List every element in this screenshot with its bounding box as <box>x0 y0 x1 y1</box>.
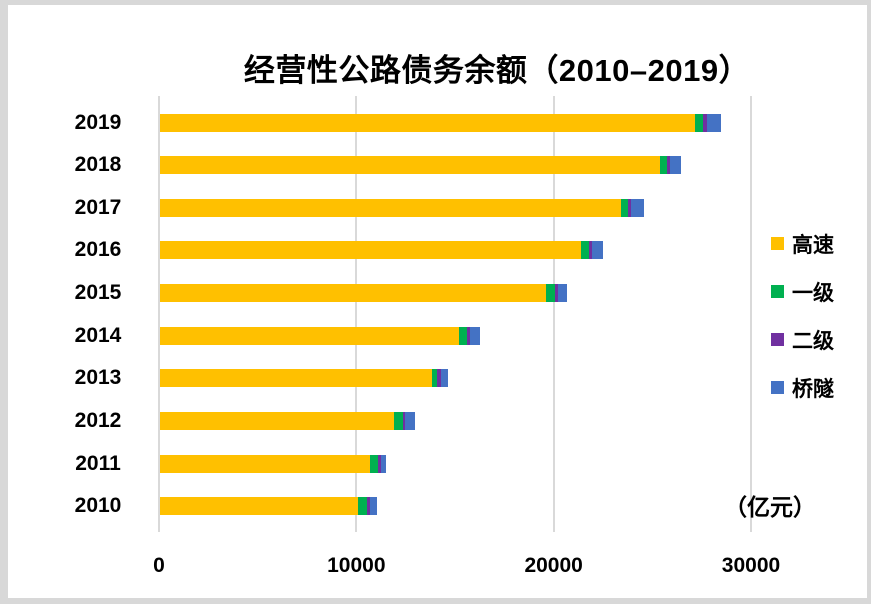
bar-segment-grade2 <box>366 497 370 516</box>
legend-item-expressway: 高速 <box>771 232 834 257</box>
bar-segment-grade2 <box>666 156 670 175</box>
y-axis-label: 2018 <box>74 153 122 177</box>
y-axis-label: 2011 <box>75 451 121 475</box>
bar-segment-expressway <box>160 411 395 430</box>
legend-label: 桥隧 <box>792 377 834 401</box>
bar-segment-expressway <box>160 241 581 260</box>
y-axis-label: 2013 <box>74 366 122 390</box>
bar-segment-bridge-tunnel <box>381 454 387 473</box>
bar-segment-bridge-tunnel <box>706 113 721 132</box>
bar-2012 <box>160 411 415 430</box>
gridline <box>750 96 752 532</box>
bar-segment-bridge-tunnel <box>591 241 603 260</box>
gridline <box>355 96 358 532</box>
bar-segment-bridge-tunnel <box>557 284 568 303</box>
bar-segment-expressway <box>160 454 370 473</box>
bar-2013 <box>160 369 449 388</box>
bar-segment-bridge-tunnel <box>440 369 449 388</box>
gridline <box>158 96 160 532</box>
y-axis-labels: 2019 2018 2017 2016 2015 2014 2013 2012 2011 2010 <box>38 5 158 609</box>
bar-2016 <box>160 241 603 260</box>
x-tick-label: 10000 <box>327 554 386 577</box>
legend-swatch-grade2 <box>771 333 784 346</box>
bar-segment-grade1 <box>659 156 667 175</box>
y-axis-label: 2014 <box>74 323 122 347</box>
bar-segment-grade1 <box>458 326 468 345</box>
bar-segment-grade2 <box>467 326 470 345</box>
bar-segment-bridge-tunnel <box>404 411 415 430</box>
y-axis-label: 2017 <box>74 195 122 219</box>
x-tick-label: 20000 <box>524 554 583 577</box>
bar-segment-grade2 <box>628 198 632 217</box>
legend-swatch-grade1 <box>771 285 784 298</box>
bar-segment-grade2 <box>702 113 707 132</box>
bar-segment-grade2 <box>402 411 405 430</box>
bar-segment-bridge-tunnel <box>469 326 480 345</box>
y-axis-label: 2019 <box>74 110 122 134</box>
bar-segment-grade1 <box>545 284 556 303</box>
bar-segment-expressway <box>160 369 432 388</box>
legend-swatch-expressway <box>771 237 784 250</box>
legend-swatch-bridge-tunnel <box>771 381 784 394</box>
plot-area <box>158 96 760 532</box>
bar-2019 <box>160 113 721 132</box>
bar-segment-expressway <box>160 284 546 303</box>
bar-segment-grade2 <box>378 454 382 473</box>
unit-label: （亿元） <box>724 494 816 520</box>
y-axis-label: 2016 <box>74 238 122 262</box>
bar-segment-grade2 <box>588 241 592 260</box>
x-tick-label: 0 <box>153 554 165 577</box>
y-axis-label: 2015 <box>74 281 122 305</box>
bar-segment-grade2 <box>437 369 441 388</box>
bar-2015 <box>160 284 568 303</box>
bar-2014 <box>160 326 480 345</box>
bar-segment-bridge-tunnel <box>669 156 681 175</box>
bar-2011 <box>160 454 387 473</box>
bar-segment-grade1 <box>394 411 403 430</box>
bar-segment-grade1 <box>580 241 589 260</box>
bar-segment-grade2 <box>555 284 558 303</box>
bar-2010 <box>160 497 378 516</box>
legend-item-grade2: 二级 <box>771 328 834 353</box>
bar-segment-expressway <box>160 156 660 175</box>
bar-segment-grade1 <box>431 369 438 388</box>
gridline <box>552 96 555 532</box>
bar-segment-expressway <box>160 497 358 516</box>
bar-segment-expressway <box>160 326 459 345</box>
bar-2018 <box>160 156 681 175</box>
legend: 高速 一级 二级 桥隧 <box>771 232 834 401</box>
x-tick-label: 30000 <box>721 554 781 577</box>
y-axis-label: 2012 <box>74 408 122 432</box>
legend-item-bridge-tunnel: 桥隧 <box>771 376 834 401</box>
bar-segment-bridge-tunnel <box>369 497 378 516</box>
bar-2017 <box>160 198 644 217</box>
bar-segment-grade1 <box>369 454 379 473</box>
bar-segment-grade1 <box>694 113 703 132</box>
chart-title: 经营性公路债务余额（2010–2019） <box>243 53 751 88</box>
legend-label: 一级 <box>792 281 834 305</box>
y-axis-label: 2010 <box>74 494 122 518</box>
bar-segment-grade1 <box>357 497 367 516</box>
bar-segment-expressway <box>160 198 621 217</box>
bar-segment-grade1 <box>620 198 629 217</box>
legend-label: 高速 <box>792 233 834 257</box>
legend-item-grade1: 一级 <box>771 280 834 305</box>
bar-segment-bridge-tunnel <box>631 198 644 217</box>
bar-segment-expressway <box>160 113 695 132</box>
legend-label: 二级 <box>792 329 834 353</box>
